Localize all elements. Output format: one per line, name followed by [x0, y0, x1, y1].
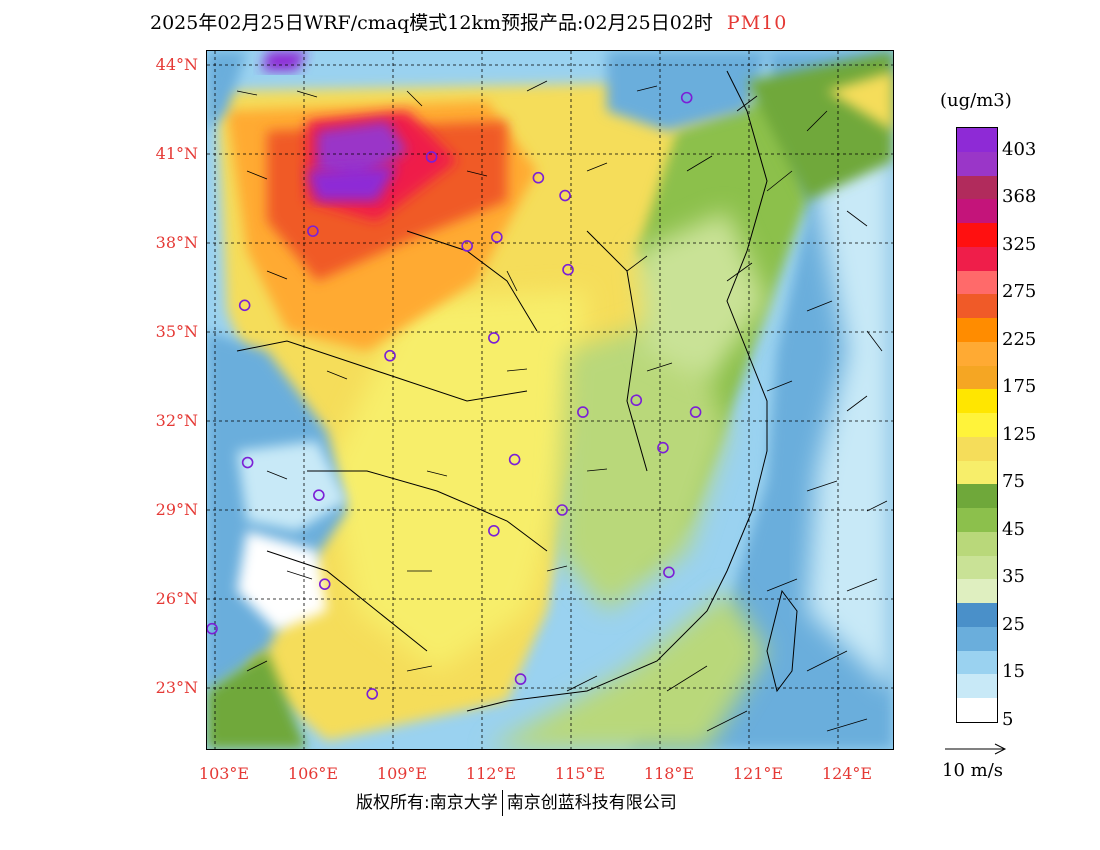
legend-swatch [957, 579, 997, 604]
legend-swatch [957, 484, 997, 509]
concentration-field [207, 51, 893, 749]
legend-swatch [957, 698, 997, 723]
legend-label: 45 [1002, 518, 1025, 540]
legend-swatch [957, 318, 997, 343]
lon-label-115: 115°E [554, 764, 606, 783]
wind-reference-arrow [945, 743, 1007, 755]
station-marker [366, 688, 379, 700]
station-marker [577, 406, 589, 418]
legend-label: 75 [1002, 471, 1025, 493]
lat-label-38: 38°N [155, 233, 198, 252]
graticule [207, 51, 893, 749]
legend-label: 25 [1002, 613, 1025, 635]
station-marker [663, 566, 675, 579]
legend-swatch [957, 531, 997, 556]
station-marker [461, 240, 473, 252]
station-marker [514, 673, 527, 685]
boundaries [236, 70, 798, 712]
station-marker [680, 91, 693, 104]
station-marker [318, 578, 331, 590]
station-marker [488, 332, 500, 344]
lat-label-26: 26°N [155, 589, 198, 608]
station-marker [238, 299, 251, 312]
legend-label: 15 [1002, 661, 1025, 683]
station-marker [559, 189, 571, 202]
legend-label: 325 [1002, 233, 1037, 255]
station-marker [207, 622, 218, 635]
legend-label: 368 [1002, 186, 1037, 208]
station-marker [384, 349, 396, 362]
lon-label-121: 121°E [732, 764, 784, 783]
legend-label: 5 [1002, 709, 1014, 730]
lat-label-23: 23°N [155, 678, 198, 697]
legend-swatch [957, 199, 997, 224]
footer-divider [501, 790, 503, 816]
station-marker [689, 406, 702, 418]
legend-label: 275 [1002, 281, 1037, 303]
legend-swatch [957, 175, 997, 200]
legend-label: 125 [1002, 423, 1037, 445]
legend-swatch [957, 413, 997, 438]
lon-label-103: 103°E [198, 764, 250, 783]
legend-swatch [957, 223, 997, 248]
station-marker [562, 263, 574, 276]
legend-swatch [957, 508, 997, 533]
lon-label-118: 118°E [643, 764, 695, 783]
station-marker [657, 441, 669, 454]
legend-swatch [957, 555, 997, 580]
legend-swatch [957, 246, 997, 271]
legend-swatch [957, 294, 997, 319]
city-stations [207, 91, 702, 700]
legend-swatch [957, 151, 997, 176]
legend-swatch [957, 365, 997, 390]
legend-swatch [957, 603, 997, 628]
legend-swatch [957, 128, 997, 152]
station-marker [508, 453, 521, 466]
legend-swatch [957, 436, 997, 461]
title-main: 2025年02月25日WRF/cmaq模式12km预报产品:02月25日02时 [150, 12, 713, 34]
wind-reference-label: 10 m/s [942, 760, 1003, 781]
lon-label-124: 124°E [821, 764, 873, 783]
legend-unit: (ug/m3) [940, 90, 1012, 111]
legend-label: 175 [1002, 376, 1037, 398]
company-text: 南京创蓝科技有限公司 [506, 793, 677, 813]
lat-label-41: 41°N [155, 144, 198, 163]
station-marker [556, 504, 568, 516]
station-marker [313, 489, 325, 501]
legend-swatch [957, 650, 997, 675]
station-marker [488, 524, 500, 537]
lon-label-109: 109°E [376, 764, 428, 783]
pm10-concentration-map [206, 50, 894, 750]
map-title: 2025年02月25日WRF/cmaq模式12km预报产品:02月25日02时 P… [150, 8, 950, 35]
title-product: PM10 [726, 12, 788, 34]
copyright-text: 版权所有:南京大学 [356, 793, 498, 813]
legend-swatch [957, 389, 997, 414]
lat-label-29: 29°N [155, 500, 198, 519]
station-marker [241, 456, 254, 469]
legend-label: 225 [1002, 328, 1037, 350]
lon-label-112: 112°E [465, 764, 517, 783]
legend-swatch [957, 341, 997, 366]
legend-label: 403 [1002, 138, 1037, 160]
footer: 版权所有:南京大学 南京创蓝科技有限公司 [356, 788, 677, 816]
wind-vectors [236, 80, 888, 732]
legend-swatch [957, 270, 997, 295]
station-marker [425, 151, 438, 163]
station-marker [630, 394, 643, 407]
legend-swatch [957, 626, 997, 651]
station-marker [307, 225, 319, 237]
lat-label-44: 44°N [155, 55, 198, 74]
lat-label-35: 35°N [155, 322, 198, 341]
lat-label-32: 32°N [155, 411, 198, 430]
station-marker [491, 231, 503, 243]
lon-label-106: 106°E [287, 764, 339, 783]
legend-swatch [957, 674, 997, 699]
station-marker [532, 171, 545, 184]
legend-label: 35 [1002, 566, 1025, 588]
legend-swatch [957, 460, 997, 485]
color-legend [956, 127, 998, 723]
